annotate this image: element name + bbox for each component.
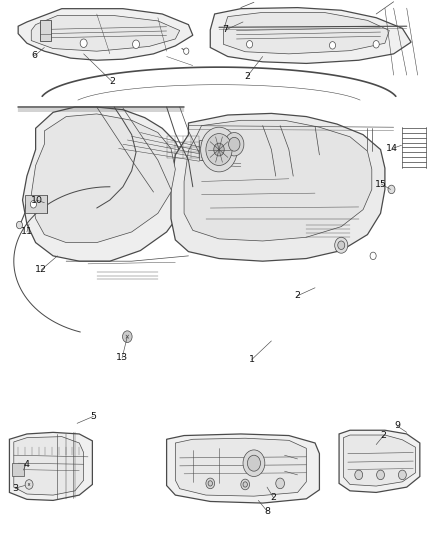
Circle shape (338, 241, 345, 249)
Circle shape (16, 221, 22, 229)
Text: 3: 3 (12, 483, 18, 492)
Circle shape (247, 455, 261, 471)
Circle shape (225, 133, 244, 156)
Text: 2: 2 (381, 431, 387, 440)
Circle shape (276, 478, 285, 489)
Circle shape (247, 41, 253, 48)
Text: 9: 9 (394, 422, 400, 431)
Circle shape (243, 482, 247, 487)
Circle shape (30, 200, 36, 208)
Circle shape (214, 143, 224, 156)
Circle shape (184, 48, 189, 54)
Circle shape (355, 470, 363, 480)
Text: 15: 15 (375, 180, 388, 189)
Text: 2: 2 (271, 493, 276, 502)
Text: 1: 1 (249, 355, 255, 364)
Circle shape (329, 42, 336, 49)
Text: 2: 2 (109, 77, 115, 86)
Text: 11: 11 (21, 228, 33, 237)
Polygon shape (223, 12, 389, 54)
Text: 5: 5 (90, 412, 96, 421)
Polygon shape (171, 114, 385, 261)
Polygon shape (10, 432, 92, 500)
Circle shape (377, 470, 385, 480)
Polygon shape (166, 434, 319, 503)
Polygon shape (18, 9, 193, 60)
Text: 10: 10 (31, 196, 42, 205)
Polygon shape (210, 7, 411, 63)
Polygon shape (343, 435, 416, 486)
Bar (40, 20, 51, 41)
Circle shape (80, 39, 87, 47)
Circle shape (399, 470, 406, 480)
Text: 6: 6 (31, 52, 37, 60)
Circle shape (373, 41, 379, 48)
Circle shape (370, 252, 376, 260)
Polygon shape (175, 438, 306, 496)
Circle shape (335, 237, 348, 253)
Bar (12, 463, 24, 477)
Circle shape (243, 450, 265, 477)
Text: 12: 12 (35, 265, 47, 274)
Bar (25, 195, 46, 213)
Text: 13: 13 (116, 353, 128, 362)
Circle shape (201, 127, 237, 172)
Circle shape (25, 480, 33, 489)
Circle shape (208, 481, 212, 486)
Text: 7: 7 (223, 26, 229, 35)
Text: 2: 2 (244, 71, 251, 80)
Circle shape (241, 479, 250, 490)
Polygon shape (339, 430, 420, 492)
Text: 14: 14 (386, 144, 398, 153)
Polygon shape (31, 114, 175, 243)
Circle shape (229, 138, 240, 151)
Polygon shape (184, 120, 372, 241)
Circle shape (206, 134, 232, 165)
Polygon shape (22, 107, 188, 261)
Circle shape (123, 331, 132, 343)
Text: 4: 4 (23, 460, 29, 469)
Polygon shape (14, 437, 84, 495)
Circle shape (206, 478, 215, 489)
Polygon shape (31, 15, 180, 51)
Text: 8: 8 (264, 506, 270, 515)
Circle shape (388, 185, 395, 193)
Circle shape (133, 40, 140, 49)
Text: 2: 2 (295, 291, 300, 300)
Bar (199, 140, 219, 160)
